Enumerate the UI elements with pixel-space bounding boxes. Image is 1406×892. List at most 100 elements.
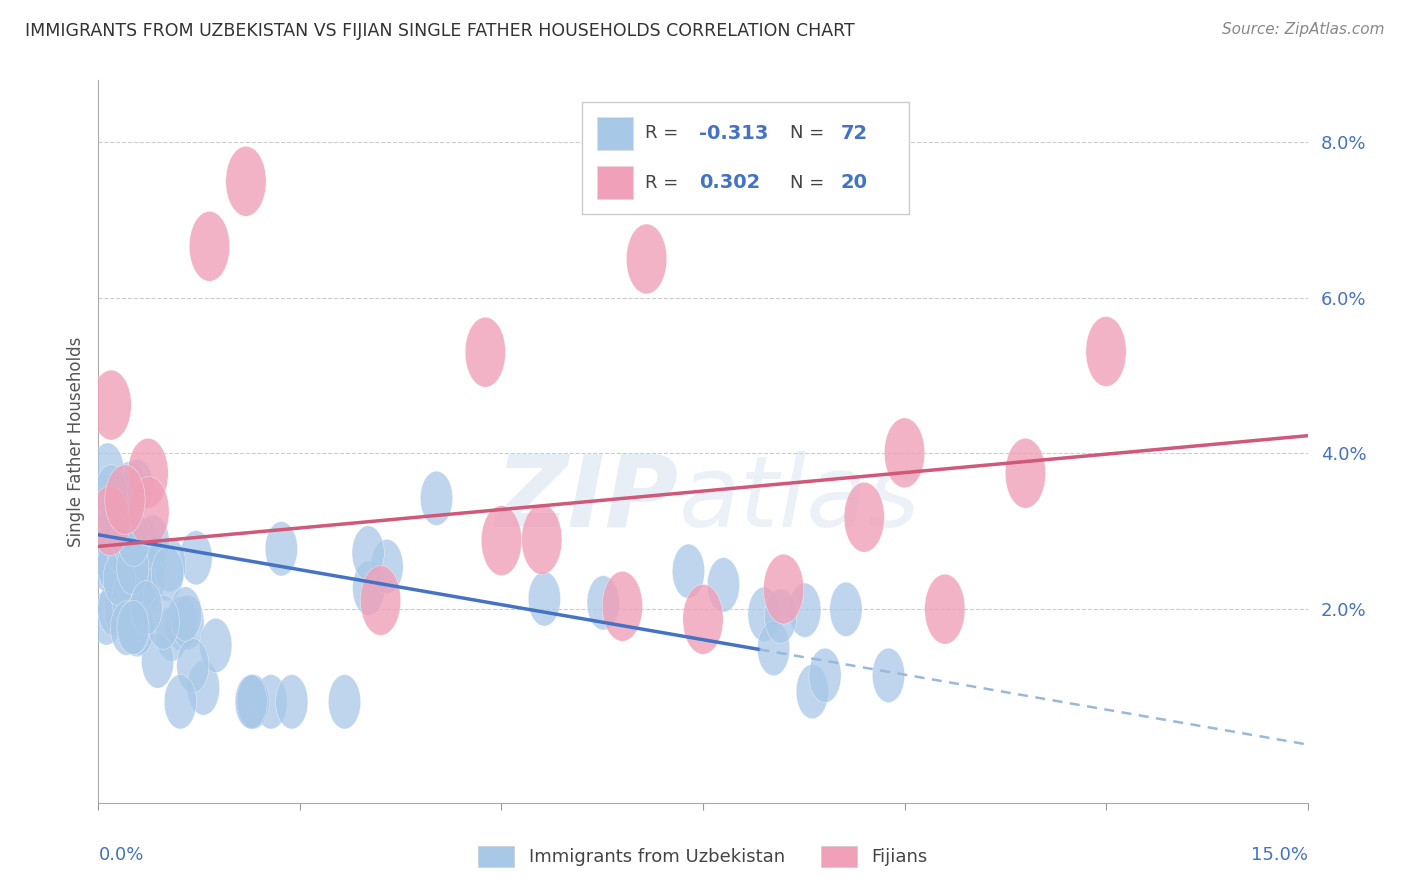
Ellipse shape xyxy=(138,516,169,570)
Ellipse shape xyxy=(830,582,862,637)
Ellipse shape xyxy=(420,471,453,525)
Text: 0.302: 0.302 xyxy=(699,173,761,192)
Text: -0.313: -0.313 xyxy=(699,124,769,143)
FancyBboxPatch shape xyxy=(582,102,908,214)
Ellipse shape xyxy=(103,551,135,606)
Text: IMMIGRANTS FROM UZBEKISTAN VS FIJIAN SINGLE FATHER HOUSEHOLDS CORRELATION CHART: IMMIGRANTS FROM UZBEKISTAN VS FIJIAN SIN… xyxy=(25,22,855,40)
Ellipse shape xyxy=(90,486,131,556)
Ellipse shape xyxy=(226,146,266,216)
Ellipse shape xyxy=(844,483,884,552)
Ellipse shape xyxy=(190,211,229,281)
Ellipse shape xyxy=(128,438,169,508)
Ellipse shape xyxy=(90,537,122,591)
Ellipse shape xyxy=(132,555,165,609)
Text: atlas: atlas xyxy=(679,450,921,548)
Ellipse shape xyxy=(117,541,149,595)
Ellipse shape xyxy=(90,503,122,558)
Ellipse shape xyxy=(672,544,704,599)
Ellipse shape xyxy=(177,639,209,693)
Ellipse shape xyxy=(156,607,188,661)
Text: ZIP: ZIP xyxy=(496,450,679,548)
Ellipse shape xyxy=(627,224,666,294)
Text: 20: 20 xyxy=(841,173,868,192)
Ellipse shape xyxy=(1085,317,1126,386)
Ellipse shape xyxy=(758,622,790,675)
Text: R =: R = xyxy=(645,174,690,192)
Ellipse shape xyxy=(91,370,131,440)
Ellipse shape xyxy=(129,581,162,635)
Ellipse shape xyxy=(353,561,385,615)
Text: 72: 72 xyxy=(841,124,868,143)
Ellipse shape xyxy=(118,600,150,655)
Legend: Immigrants from Uzbekistan, Fijians: Immigrants from Uzbekistan, Fijians xyxy=(471,838,935,874)
Ellipse shape xyxy=(127,560,159,615)
Text: R =: R = xyxy=(645,124,683,143)
Ellipse shape xyxy=(529,572,561,626)
Ellipse shape xyxy=(481,506,522,575)
Ellipse shape xyxy=(120,539,152,593)
Ellipse shape xyxy=(884,418,925,488)
Ellipse shape xyxy=(103,470,135,524)
Text: N =: N = xyxy=(790,174,830,192)
Ellipse shape xyxy=(114,461,145,516)
Ellipse shape xyxy=(602,572,643,641)
Ellipse shape xyxy=(91,443,124,498)
Ellipse shape xyxy=(360,566,401,635)
Ellipse shape xyxy=(254,674,287,729)
Ellipse shape xyxy=(96,465,128,519)
Ellipse shape xyxy=(371,540,404,594)
Ellipse shape xyxy=(588,575,619,630)
Ellipse shape xyxy=(187,661,219,715)
Ellipse shape xyxy=(808,648,841,703)
Ellipse shape xyxy=(148,595,180,649)
Ellipse shape xyxy=(125,524,157,579)
Ellipse shape xyxy=(683,584,723,654)
Ellipse shape xyxy=(266,522,298,576)
Ellipse shape xyxy=(100,491,131,546)
Ellipse shape xyxy=(465,318,506,387)
Ellipse shape xyxy=(152,547,184,601)
Ellipse shape xyxy=(98,582,129,636)
Y-axis label: Single Father Households: Single Father Households xyxy=(66,336,84,547)
Bar xyxy=(596,117,633,150)
Ellipse shape xyxy=(165,596,197,650)
Ellipse shape xyxy=(765,589,797,643)
Ellipse shape xyxy=(276,674,308,729)
Ellipse shape xyxy=(329,674,361,729)
Ellipse shape xyxy=(118,512,150,566)
Ellipse shape xyxy=(122,523,155,577)
Ellipse shape xyxy=(117,600,149,655)
Ellipse shape xyxy=(122,601,155,656)
Text: N =: N = xyxy=(790,124,830,143)
Ellipse shape xyxy=(763,554,804,624)
Ellipse shape xyxy=(112,472,145,526)
Ellipse shape xyxy=(90,591,122,645)
Ellipse shape xyxy=(104,582,136,636)
Ellipse shape xyxy=(124,558,156,612)
Ellipse shape xyxy=(522,505,562,574)
Ellipse shape xyxy=(111,601,142,656)
Text: 0.0%: 0.0% xyxy=(98,847,143,864)
Ellipse shape xyxy=(180,531,212,585)
Bar xyxy=(596,166,633,199)
Ellipse shape xyxy=(121,459,153,514)
Ellipse shape xyxy=(925,574,965,644)
Ellipse shape xyxy=(172,595,204,649)
Ellipse shape xyxy=(170,587,201,641)
Ellipse shape xyxy=(121,602,153,657)
Ellipse shape xyxy=(872,648,904,703)
Ellipse shape xyxy=(1005,438,1046,508)
Ellipse shape xyxy=(165,674,197,729)
Ellipse shape xyxy=(112,512,145,566)
Ellipse shape xyxy=(131,542,162,597)
Text: 15.0%: 15.0% xyxy=(1250,847,1308,864)
Ellipse shape xyxy=(153,538,186,592)
Ellipse shape xyxy=(789,583,821,638)
Ellipse shape xyxy=(238,674,269,729)
Ellipse shape xyxy=(238,674,270,729)
Ellipse shape xyxy=(134,533,166,588)
Ellipse shape xyxy=(235,674,267,729)
Ellipse shape xyxy=(796,665,828,719)
Text: Source: ZipAtlas.com: Source: ZipAtlas.com xyxy=(1222,22,1385,37)
Ellipse shape xyxy=(97,538,129,592)
